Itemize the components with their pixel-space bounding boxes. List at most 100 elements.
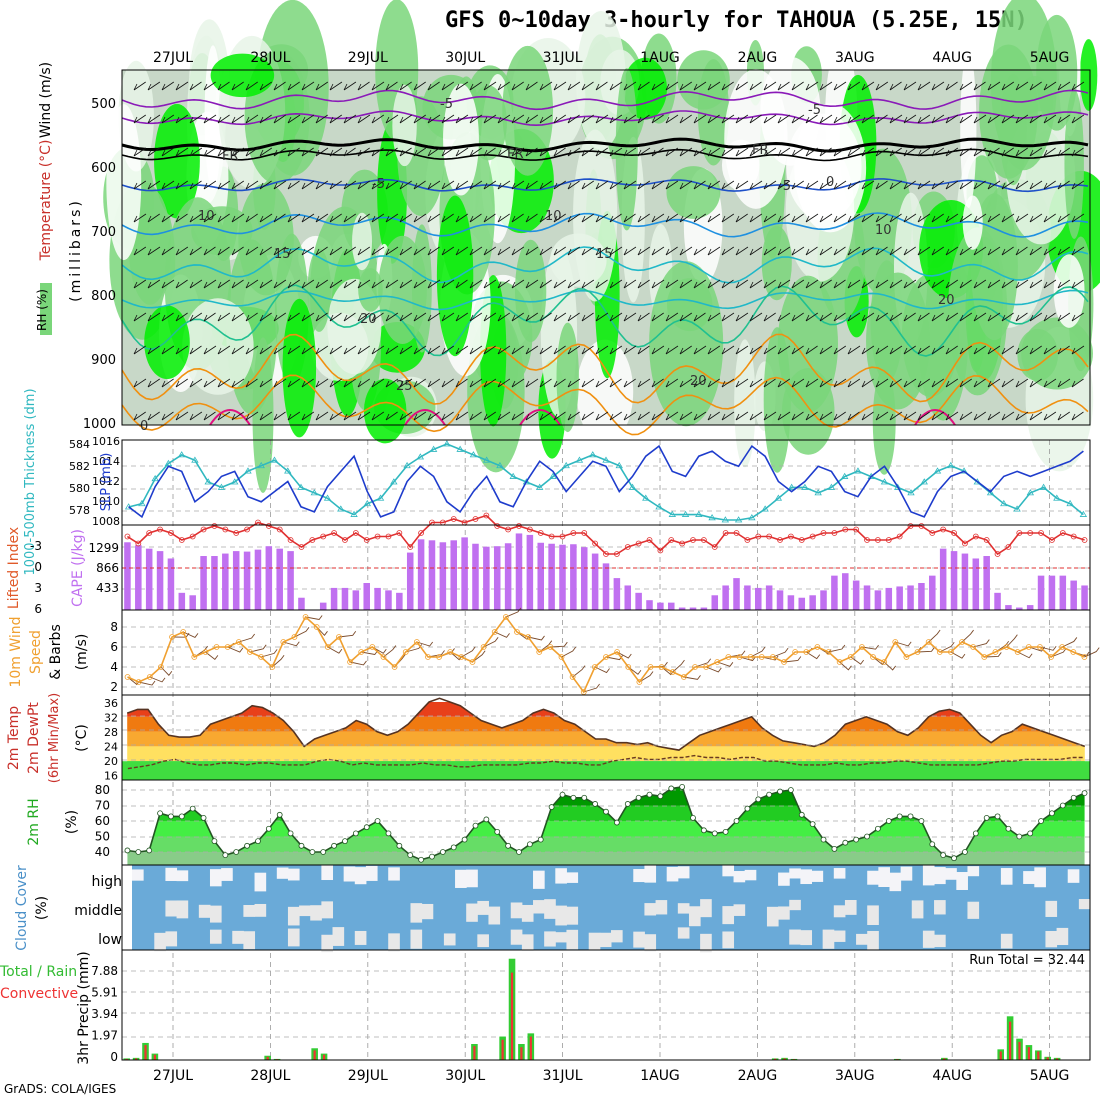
lifted-index-point: [777, 537, 783, 543]
wind-barb: [525, 411, 539, 421]
temperature-contour-hot: [404, 409, 446, 426]
wind-barb: [301, 312, 315, 322]
wind-speed-point: [1003, 644, 1010, 650]
wind-barb: [833, 114, 847, 124]
wind-barb: [217, 180, 231, 190]
lifted-index-point: [864, 537, 870, 543]
wind-speed-point: [169, 634, 175, 640]
wind-barb: [903, 411, 917, 421]
cape-bar: [896, 586, 903, 610]
wind-barb: [917, 312, 930, 322]
rh-point: [798, 811, 805, 818]
wind-barb: [511, 279, 525, 289]
cloud-clear-cell: [165, 931, 178, 947]
lifted-index-point: [798, 537, 805, 543]
wind-speed-point: [158, 664, 164, 670]
rh-contour-fill: [576, 339, 634, 444]
wind-barb: [721, 180, 735, 190]
temperature-contour: [121, 89, 1089, 111]
wind-barb: [441, 147, 455, 157]
wind-barb: [287, 312, 300, 322]
wind-barb: [455, 114, 469, 124]
wind-barb: [1029, 246, 1042, 256]
wind-barb: [693, 147, 707, 157]
rh-tick-label: 70: [95, 799, 110, 813]
rh-point: [929, 841, 936, 848]
wind-barb: [1057, 147, 1070, 157]
lifted-index-point: [624, 544, 631, 550]
pressure-tick-label: 1000: [83, 417, 116, 432]
lifted-index-point: [211, 523, 218, 529]
wind-barb: [315, 411, 329, 421]
cloud-clear-cell: [544, 931, 556, 947]
wind-barb: [777, 279, 791, 289]
rh-point: [494, 828, 501, 835]
wind-barb: [175, 246, 189, 256]
wind-speed-point: [213, 644, 220, 650]
cape-bar: [722, 585, 729, 610]
wind-barb: [273, 411, 286, 421]
wind-barb: [693, 213, 707, 223]
wind-barb: [525, 213, 538, 223]
wind-barb: [1057, 246, 1071, 256]
rh-contour-fill: [182, 298, 254, 395]
rh-point: [994, 813, 1001, 820]
wind-barb: [651, 180, 665, 190]
wind-barb: [357, 378, 370, 388]
wind-barb: [973, 312, 987, 322]
wind-barb: [287, 378, 300, 388]
cape-bar: [831, 575, 838, 610]
rh-band: [127, 852, 1085, 865]
wind-barb: [693, 81, 707, 91]
rh-band: [127, 836, 1085, 852]
wind-speed-point: [247, 649, 253, 655]
wind-barb: [763, 279, 776, 289]
wind-barb: [1043, 279, 1057, 289]
wind-barb: [679, 411, 693, 421]
cape-bar: [504, 543, 512, 610]
rh-point: [885, 818, 892, 824]
cape-bar: [548, 543, 555, 610]
wind-barb: [945, 114, 959, 124]
wind-barb-10m: [1039, 645, 1057, 651]
lifted-index-point: [276, 526, 283, 533]
precip-convective-bar: [1056, 1058, 1059, 1060]
wind-barb: [357, 147, 370, 157]
cloud-clear-cell: [488, 906, 501, 925]
axis-label: 2m RH: [26, 798, 42, 845]
wind-speed-point: [636, 679, 643, 685]
wind-barb: [721, 378, 735, 388]
axis-label: Lifted Index: [6, 527, 22, 609]
wind-barb: [735, 213, 748, 223]
temp-band: [127, 746, 1085, 762]
wind-barb: [735, 81, 748, 91]
lifted-index-point: [396, 530, 403, 536]
wind-barb: [889, 411, 903, 421]
wind-barb: [343, 114, 357, 124]
axis-label: 3hr Precip (mm): [76, 951, 92, 1064]
wind-barb: [973, 114, 987, 124]
wind-barb: [777, 213, 790, 223]
wind-barb: [679, 114, 692, 124]
wind-barb: [567, 411, 580, 421]
precip-tick-label: 3.94: [91, 1007, 118, 1021]
cape-bar: [820, 590, 827, 610]
wind-barb: [1001, 411, 1015, 421]
wind-barb-10m: [828, 644, 846, 653]
wind-barb: [539, 147, 553, 157]
wind-barb: [693, 279, 706, 289]
wind-barb: [581, 213, 595, 223]
cape-bar: [472, 543, 479, 610]
pressure-tick-label: 900: [91, 353, 116, 368]
wind-barb: [959, 81, 973, 91]
wind-barb: [931, 114, 945, 124]
wind-barb: [483, 411, 497, 421]
wind-barb: [735, 378, 749, 388]
cloud-clear-cell: [410, 903, 423, 923]
thickness-point: [390, 478, 398, 485]
wind-speed-point: [1014, 649, 1021, 655]
wind-barb: [525, 81, 538, 91]
cloud-clear-cell: [666, 866, 679, 882]
wind-barb: [1071, 411, 1084, 421]
wind-speed-point: [614, 649, 621, 655]
